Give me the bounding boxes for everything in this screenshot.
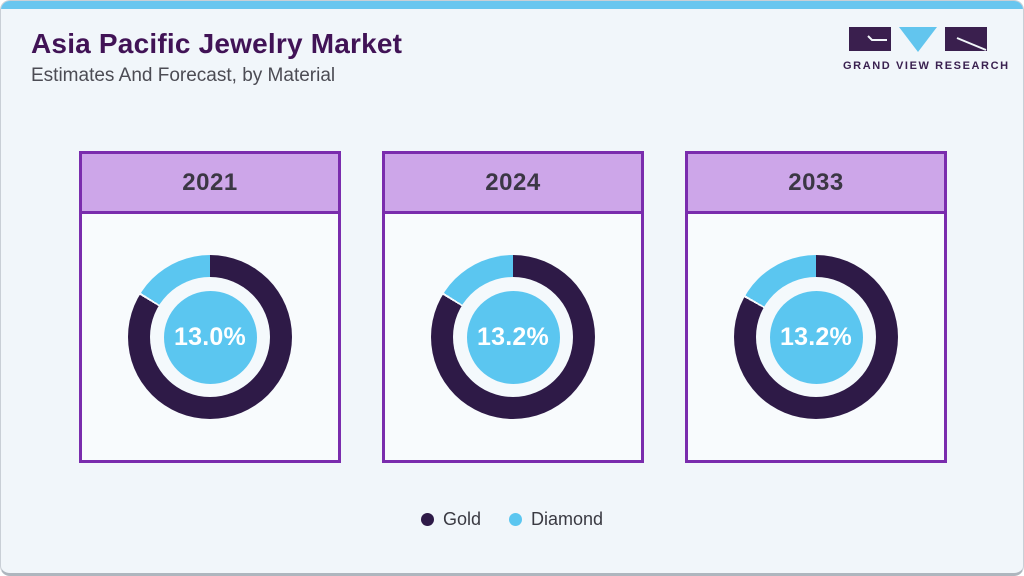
card-year-label: 2021 xyxy=(82,154,338,214)
donut-center-value: 13.0% xyxy=(163,290,257,384)
donut-center-value: 13.2% xyxy=(769,290,863,384)
gvr-logo-icon xyxy=(843,27,995,55)
card-body: 13.0% xyxy=(82,214,338,460)
donut-center-value: 13.2% xyxy=(466,290,560,384)
card-year-label: 2033 xyxy=(688,154,944,214)
charts-row: 2021 13.0% 2024 13.2% 2033 xyxy=(79,151,947,463)
page-title: Asia Pacific Jewelry Market xyxy=(31,28,403,59)
page-header: Asia Pacific Jewelry Market Estimates An… xyxy=(31,28,402,87)
card-body: 13.2% xyxy=(688,214,944,460)
chart-card-2024: 2024 13.2% xyxy=(382,151,644,463)
chart-legend: Gold Diamond xyxy=(1,509,1023,530)
page-subtitle: Estimates And Forecast, by Material xyxy=(31,65,336,86)
card-year-label: 2024 xyxy=(385,154,641,214)
donut-hole: 13.0% xyxy=(150,277,270,397)
donut-chart-2021: 13.0% xyxy=(128,255,292,419)
grand-view-research-logo: GRAND VIEW RESEARCH xyxy=(843,27,1010,72)
legend-label: Diamond xyxy=(530,509,604,529)
donut-chart-2024: 13.2% xyxy=(431,255,595,419)
donut-hole: 13.2% xyxy=(453,277,573,397)
donut-hole: 13.2% xyxy=(756,277,876,397)
logo-caption: GRAND VIEW RESEARCH xyxy=(843,60,1010,72)
legend-item-diamond: Diamond xyxy=(508,509,604,530)
legend-item-gold: Gold xyxy=(420,509,481,530)
chart-card-2021: 2021 13.0% xyxy=(79,151,341,463)
card-body: 13.2% xyxy=(385,214,641,460)
diamond-dot-icon xyxy=(508,513,522,526)
legend-label: Gold xyxy=(442,509,481,529)
chart-card-2033: 2033 13.2% xyxy=(685,151,947,463)
gold-dot-icon xyxy=(420,513,434,526)
top-accent-bar xyxy=(1,1,1023,9)
donut-chart-2033: 13.2% xyxy=(734,255,898,419)
